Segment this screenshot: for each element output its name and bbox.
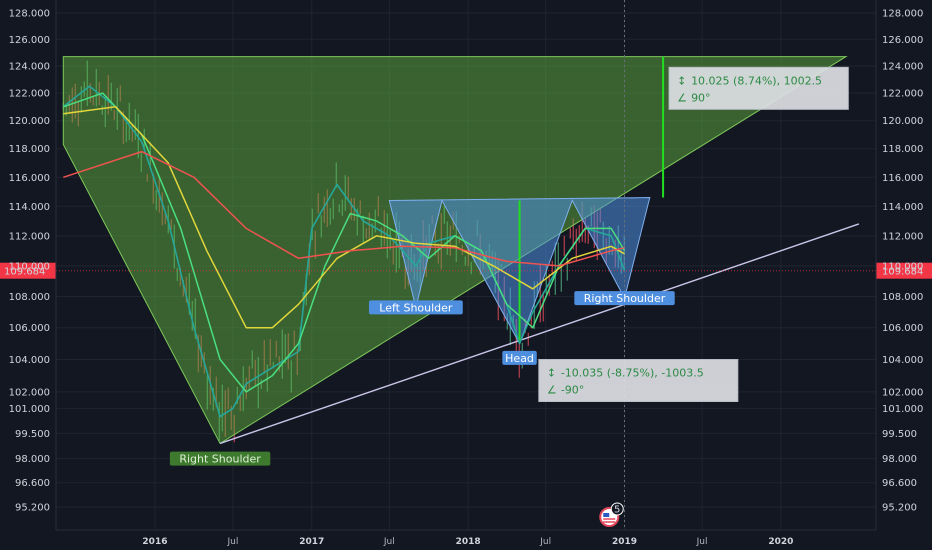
us-flag-canton xyxy=(603,513,610,517)
y-tick-label-right: 110.000 xyxy=(882,261,923,272)
measure-angle: -90° xyxy=(561,384,584,397)
y-tick-label-right: 116.000 xyxy=(882,173,923,184)
y-tick-label-left: 102.000 xyxy=(9,387,50,398)
y-tick-label-right: 101.000 xyxy=(882,404,923,415)
pattern-label-left-shoulder[interactable]: Left Shoulder xyxy=(368,300,463,315)
y-tick-label-right: 128.000 xyxy=(882,8,923,19)
measure-price-range: -10.035 (-8.75%), -1003.5 xyxy=(561,367,704,380)
series-line-ema-fast xyxy=(63,92,626,393)
y-tick-label-right: 114.000 xyxy=(882,202,923,213)
pattern-label-head[interactable]: Head xyxy=(502,350,537,365)
x-axis[interactable]: 2016 Jul 2017 Jul 2018 Jul 2019 Jul 2020 xyxy=(142,537,793,547)
y-axis-right[interactable]: 128.000 126.000 124.000 122.000 120.000 118.0… xyxy=(882,8,923,513)
last-price-tag-left: 109.684 xyxy=(0,262,56,279)
y-tick-label-right: 108.000 xyxy=(882,292,923,303)
measure-box-bg xyxy=(538,359,739,403)
angle-icon: ∠ xyxy=(677,91,687,104)
pattern-label-text: Head xyxy=(505,352,534,365)
triangle-drawing[interactable] xyxy=(62,56,848,445)
measure-box-upper[interactable]: ↕ 10.025 (8.74%), 1002.5 ∠ 90° xyxy=(668,66,849,110)
event-count: 5 xyxy=(614,505,620,516)
y-tick-label-left: 108.000 xyxy=(9,292,50,303)
pattern-label-right-shoulder-1[interactable]: Right Shoulder xyxy=(169,451,271,466)
last-price-bg xyxy=(876,262,932,279)
last-price-tag-right: 109.684 xyxy=(876,262,932,279)
y-tick-label-left: 112.000 xyxy=(9,231,50,242)
series-line-price xyxy=(62,85,626,418)
x-tick-label: 2019 xyxy=(612,537,637,547)
y-tick-label-right: 126.000 xyxy=(882,35,923,46)
y-axis-left[interactable]: 128.000 126.000 124.000 122.000 120.000 118.0… xyxy=(9,8,50,513)
x-tick-label: Jul xyxy=(539,537,551,547)
last-price-text: 109.684 xyxy=(4,267,45,278)
y-tick-label-left: 126.000 xyxy=(9,35,50,46)
x-tick-label: Jul xyxy=(696,537,708,547)
x-tick-label: 2018 xyxy=(456,537,481,547)
y-tick-label-left: 98.000 xyxy=(15,454,50,465)
y-tick-label-left: 96.600 xyxy=(15,478,50,489)
y-tick-label-right: 102.000 xyxy=(882,387,923,398)
y-tick-label-left: 128.000 xyxy=(9,8,50,19)
us-event-badge[interactable]: 5 xyxy=(599,502,624,527)
last-price-bg xyxy=(0,262,56,279)
range-icon: ↕ xyxy=(677,74,686,87)
y-tick-label-right: 95.200 xyxy=(882,503,917,514)
pattern-label-right-shoulder-2[interactable]: Right Shoulder xyxy=(574,291,675,306)
y-tick-label-left: 120.000 xyxy=(9,116,50,127)
y-tick-label-left: 101.000 xyxy=(9,404,50,415)
x-tick-label: Jul xyxy=(227,537,239,547)
series-lines xyxy=(62,85,626,418)
pattern-label-bg xyxy=(502,350,537,365)
y-tick-label-left: 116.000 xyxy=(9,173,50,184)
x-tick-label: 2016 xyxy=(142,537,167,547)
pattern-label-bg xyxy=(368,300,463,315)
y-tick-label-left: 104.000 xyxy=(9,355,50,366)
series-line-ema-medium xyxy=(63,106,625,329)
y-tick-label-left: 110.000 xyxy=(9,261,50,272)
pattern-label-bg xyxy=(169,451,271,466)
measure-angle: 90° xyxy=(691,91,711,104)
y-tick-label-left: 122.000 xyxy=(9,89,50,100)
range-icon: ↕ xyxy=(547,367,556,380)
y-tick-label-right: 118.000 xyxy=(882,144,923,155)
y-tick-label-right: 99.500 xyxy=(882,429,917,440)
pattern-label-text: Right Shoulder xyxy=(584,292,666,305)
y-tick-label-left: 124.000 xyxy=(9,61,50,72)
x-tick-label: 2020 xyxy=(768,537,793,547)
y-tick-label-right: 106.000 xyxy=(882,323,923,334)
last-price-text: 109.684 xyxy=(882,267,923,278)
event-count-badge xyxy=(610,502,624,516)
y-tick-label-right: 122.000 xyxy=(882,89,923,100)
x-tick-label: Jul xyxy=(383,537,395,547)
y-tick-label-left: 118.000 xyxy=(9,144,50,155)
y-tick-label-left: 106.000 xyxy=(9,323,50,334)
pattern-label-text: Right Shoulder xyxy=(179,453,261,466)
pattern-label-text: Left Shoulder xyxy=(379,301,453,314)
y-tick-label-right: 120.000 xyxy=(882,116,923,127)
y-tick-label-right: 96.600 xyxy=(882,478,917,489)
support-trendline[interactable] xyxy=(219,223,860,445)
angle-icon: ∠ xyxy=(547,384,557,397)
pattern-label-bg xyxy=(574,291,675,306)
y-tick-label-left: 99.500 xyxy=(15,429,50,440)
series-line-ema-slow xyxy=(63,150,625,267)
measure-box-bg xyxy=(668,66,849,110)
y-tick-label-right: 124.000 xyxy=(882,61,923,72)
y-tick-label-right: 98.000 xyxy=(882,454,917,465)
x-tick-label: 2017 xyxy=(299,537,324,547)
y-tick-label-right: 104.000 xyxy=(882,355,923,366)
y-tick-label-right: 112.000 xyxy=(882,231,923,242)
drawings-layer[interactable] xyxy=(62,0,860,530)
y-tick-label-left: 114.000 xyxy=(9,202,50,213)
measure-box-lower[interactable]: ↕ -10.035 (-8.75%), -1003.5 ∠ -90° xyxy=(538,359,739,403)
annotations-layer[interactable]: Right Shoulder Left Shoulder Head Right Sho… xyxy=(0,66,932,527)
measure-price-range: 10.025 (8.74%), 1002.5 xyxy=(691,74,822,87)
y-tick-label-left: 95.200 xyxy=(15,503,50,514)
